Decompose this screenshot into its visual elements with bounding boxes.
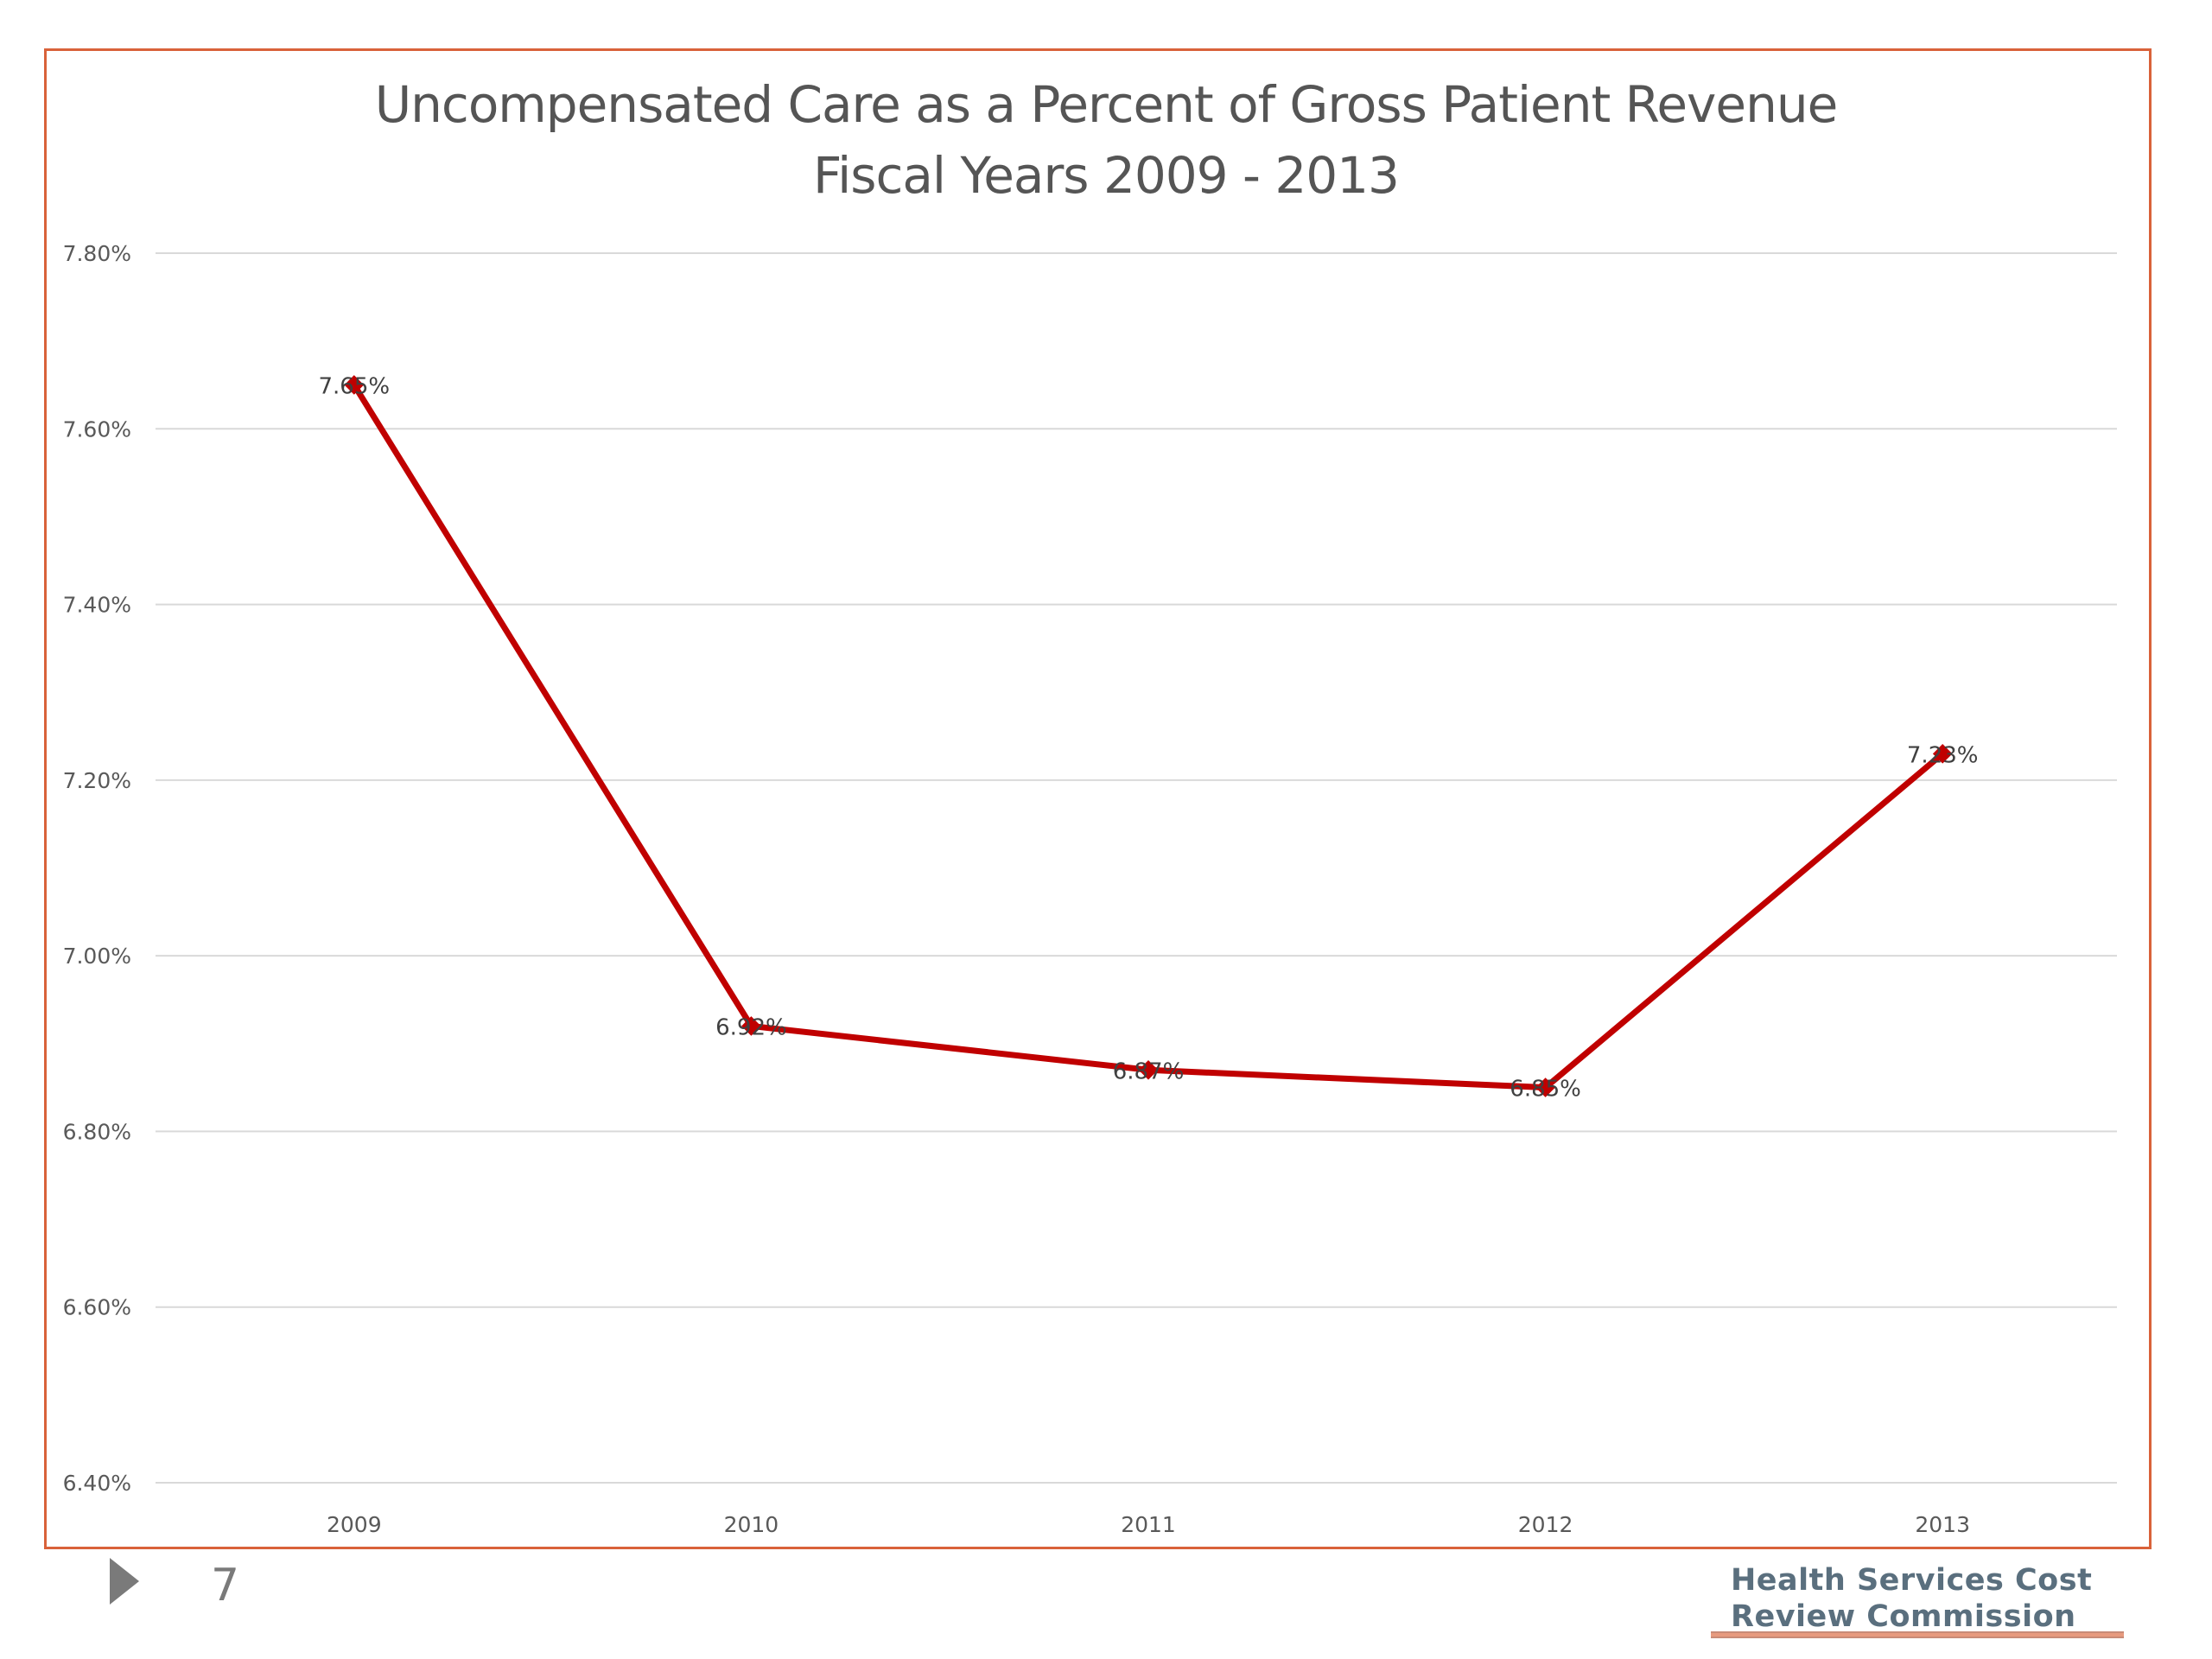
data-series bbox=[344, 375, 1953, 1097]
x-axis-tick-labels: 2009 2010 2011 2012 2013 bbox=[327, 1512, 1970, 1537]
y-tick-label: 6.60% bbox=[63, 1295, 131, 1320]
y-tick-label: 6.80% bbox=[63, 1119, 131, 1144]
organization-underline bbox=[1711, 1631, 2124, 1638]
organization-line-1: Health Services Cost bbox=[1731, 1563, 2093, 1598]
data-label: 7.65% bbox=[318, 373, 390, 399]
data-point-marker bbox=[344, 375, 365, 395]
chart-title-block: Uncompensated Care as a Percent of Gross… bbox=[0, 69, 2212, 211]
data-point-marker bbox=[1535, 1077, 1555, 1097]
y-tick-label: 7.20% bbox=[63, 768, 131, 793]
data-point-marker bbox=[1138, 1059, 1159, 1080]
x-tick-label: 2010 bbox=[724, 1512, 779, 1537]
chart-subtitle: Fiscal Years 2009 - 2013 bbox=[813, 146, 1400, 205]
gridlines bbox=[156, 252, 2117, 1484]
y-tick-label: 7.40% bbox=[63, 593, 131, 618]
slide-frame bbox=[44, 48, 2152, 1549]
data-label: 6.85% bbox=[1510, 1077, 1581, 1103]
data-label: 6.87% bbox=[1113, 1058, 1185, 1084]
play-triangle-icon bbox=[110, 1558, 139, 1605]
y-tick-label: 7.00% bbox=[63, 944, 131, 969]
x-tick-label: 2013 bbox=[1915, 1512, 1970, 1537]
data-label: 7.23% bbox=[1907, 742, 1979, 768]
y-axis-tick-labels: 6.40% 6.60% 6.80% 7.00% 7.20% 7.40% 7.60% 7.80% bbox=[63, 241, 131, 1496]
data-label: 6.92% bbox=[715, 1014, 787, 1040]
y-tick-label: 7.80% bbox=[63, 241, 131, 266]
chart-title: Uncompensated Care as a Percent of Gross… bbox=[374, 75, 1839, 134]
y-tick-label: 7.60% bbox=[63, 416, 131, 442]
data-labels: 7.65% 6.92% 6.87% 6.85% 7.23% bbox=[318, 373, 1978, 1102]
organization-line-2: Review Commission bbox=[1731, 1599, 2076, 1634]
y-tick-label: 6.40% bbox=[63, 1471, 131, 1496]
data-point-marker bbox=[1932, 744, 1953, 764]
page-number: 7 bbox=[211, 1560, 240, 1611]
organization-logo-text: Health Services Cost Review Commission bbox=[1731, 1562, 2092, 1635]
data-point-marker bbox=[741, 1016, 761, 1036]
x-tick-label: 2012 bbox=[1518, 1512, 1573, 1537]
x-tick-label: 2009 bbox=[327, 1512, 382, 1537]
series-line bbox=[351, 381, 1946, 1091]
x-tick-label: 2011 bbox=[1121, 1512, 1176, 1537]
